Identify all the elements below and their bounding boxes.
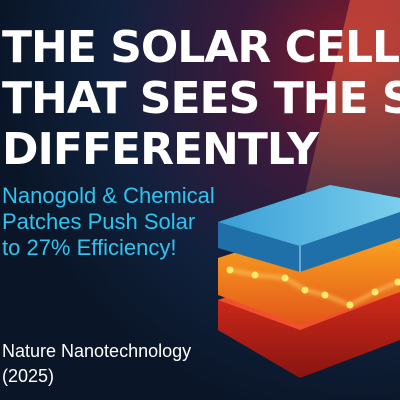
blue-layer-top: [218, 185, 400, 246]
subheadline: Patches Push Solar: [2, 209, 195, 234]
light-beam: [300, 0, 400, 215]
subheadline: Nanogold & Chemical: [2, 183, 215, 208]
glow-dots: [226, 266, 400, 309]
headline: THAT SEES THE SUN: [2, 73, 400, 124]
glow-path: [229, 269, 399, 307]
headline: THE SOLAR CELL: [2, 22, 399, 73]
headline: DIFFERENTLY: [2, 124, 320, 175]
citation: Nature Nanotechnology: [2, 341, 191, 361]
subheadline: to 27% Efficiency!: [2, 235, 176, 260]
citation: (2025): [2, 366, 54, 386]
